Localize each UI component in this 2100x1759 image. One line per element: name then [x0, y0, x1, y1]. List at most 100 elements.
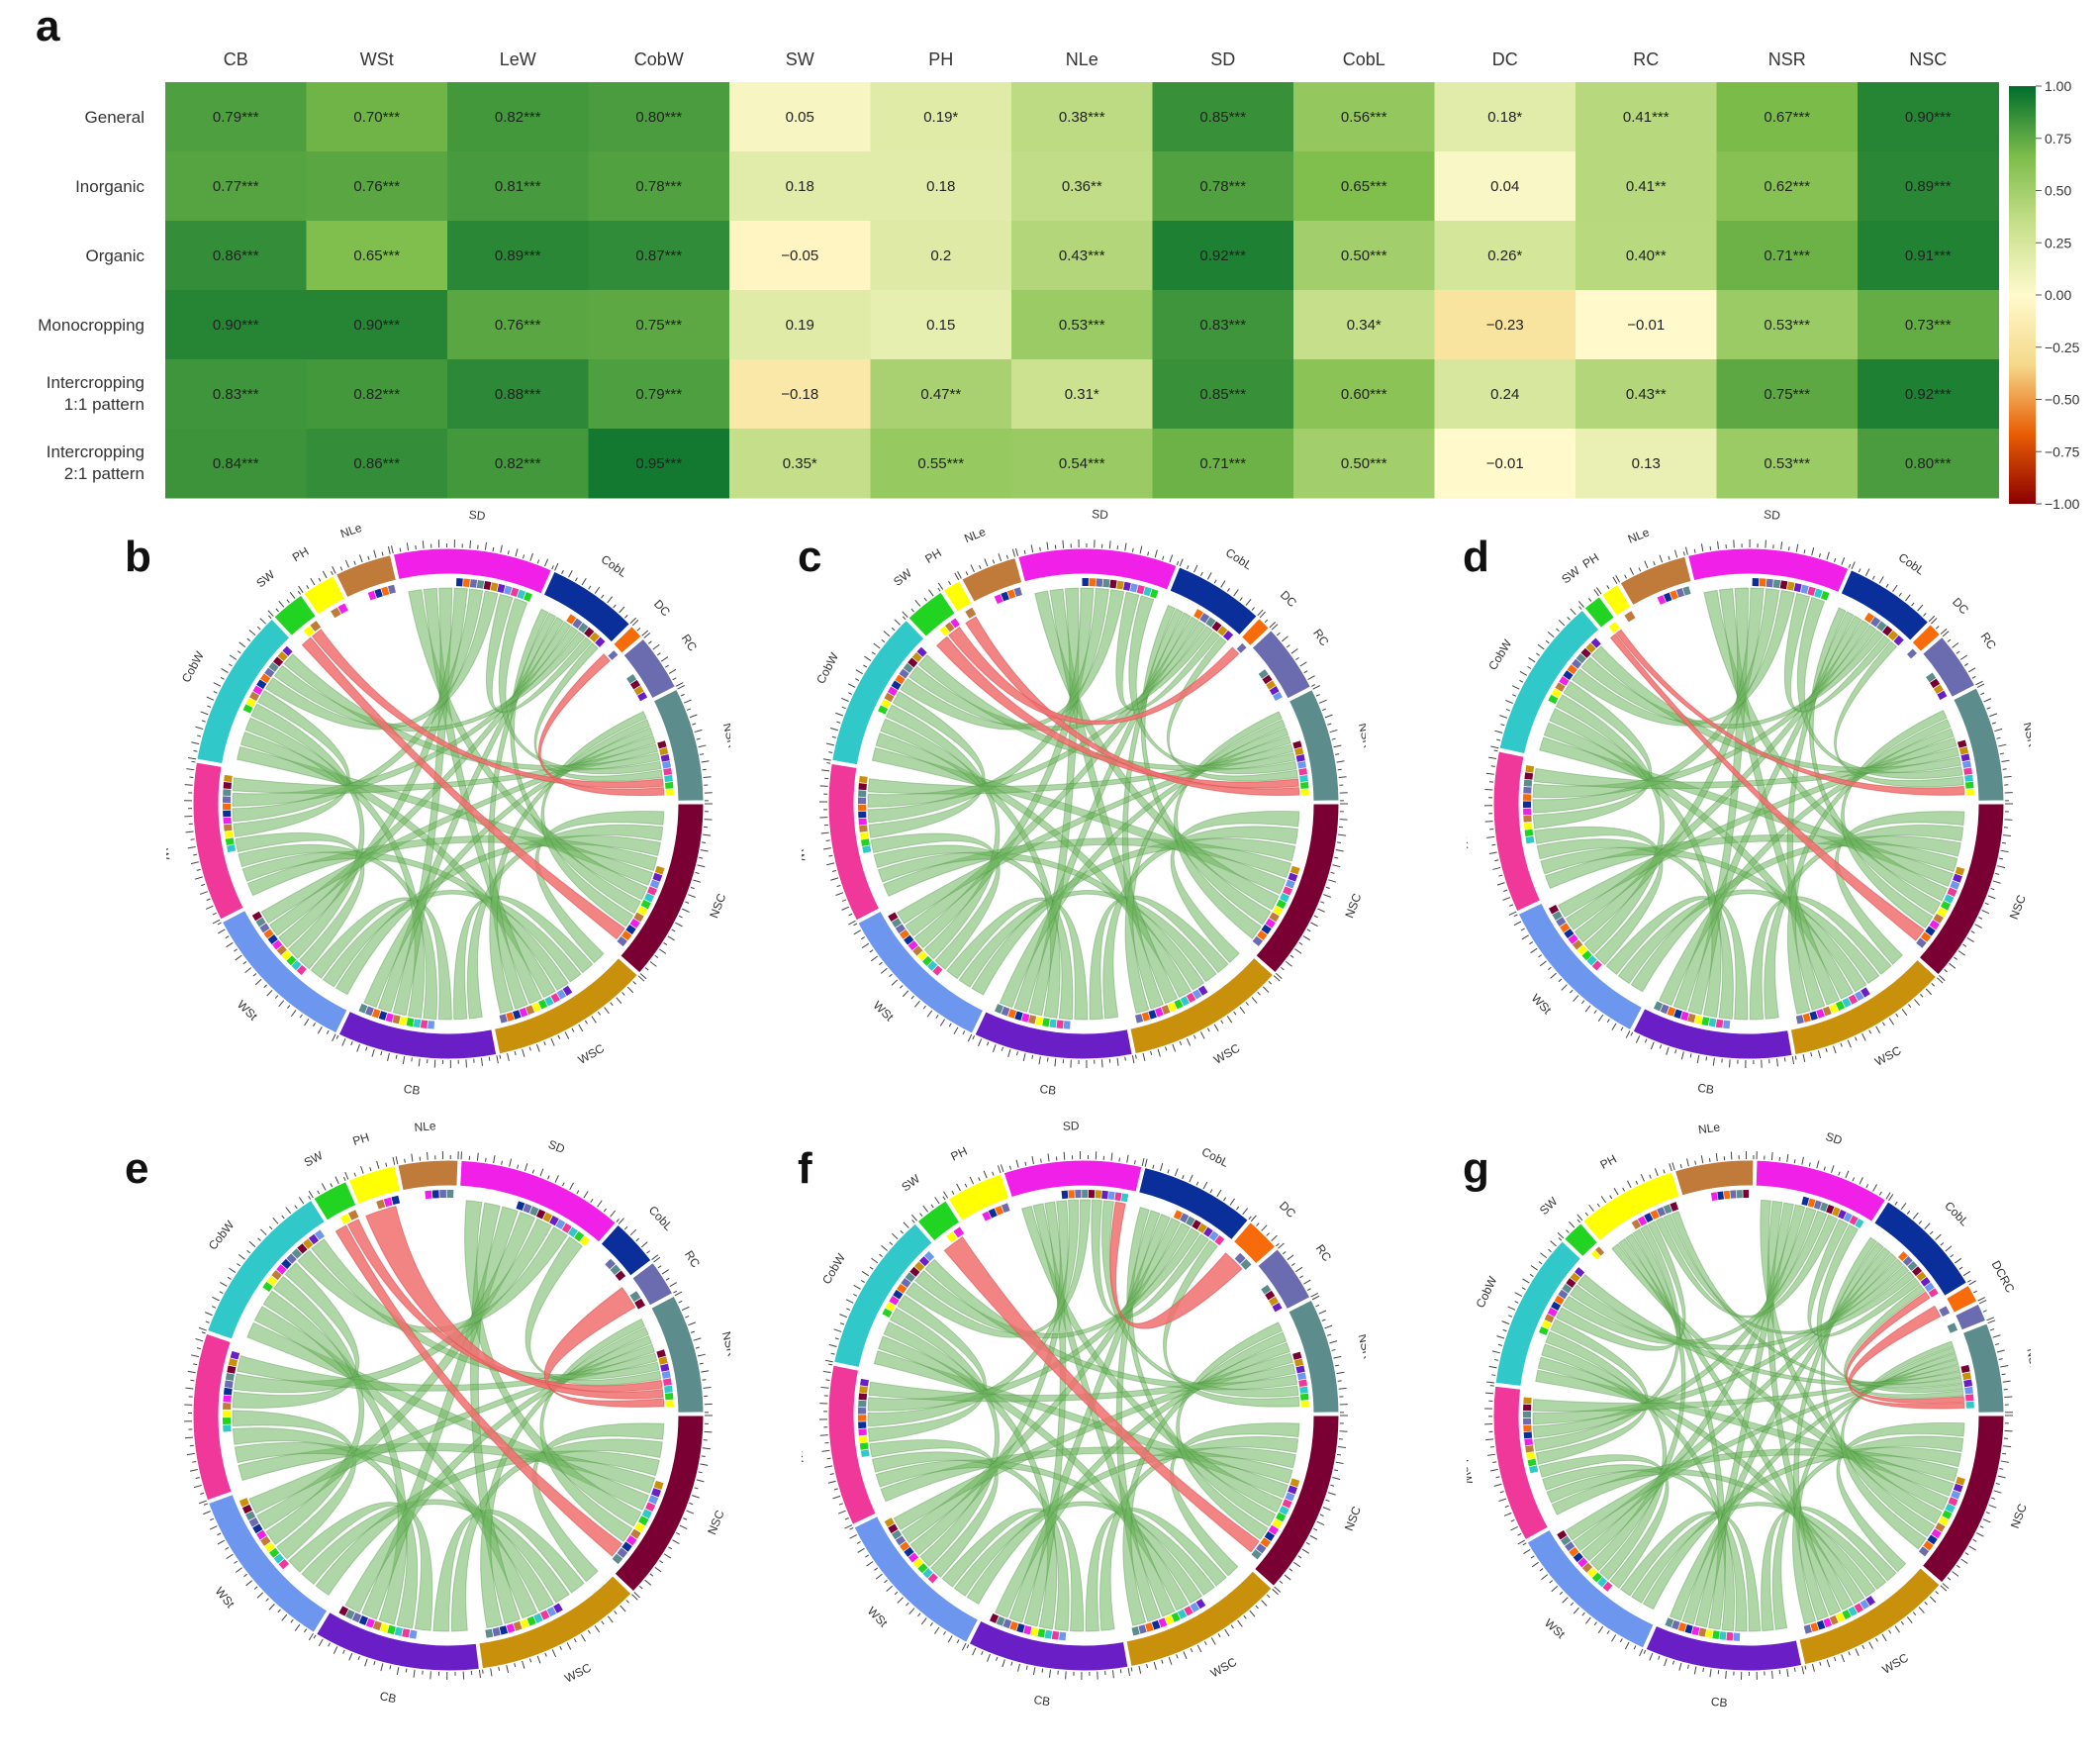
sector-tick — [844, 1517, 849, 1520]
inner-segment — [227, 1365, 237, 1374]
sector-tick — [476, 1152, 479, 1161]
sector-tick — [1593, 589, 1599, 597]
sector-tick — [835, 712, 843, 717]
sector-tick — [1190, 1648, 1193, 1653]
sector-tick — [1134, 1054, 1137, 1059]
inner-segment — [608, 650, 619, 660]
sector-tick — [308, 1632, 314, 1641]
inner-segment — [1826, 1204, 1835, 1215]
sector-tick — [923, 597, 927, 602]
sector-tick — [1032, 1667, 1036, 1676]
inner-segment — [1023, 1625, 1032, 1635]
sector-tick — [1011, 548, 1015, 557]
heatmap-cell — [1152, 290, 1294, 360]
inner-segment — [653, 1480, 664, 1491]
inner-segment — [1547, 1307, 1558, 1318]
inner-segment — [860, 838, 870, 846]
sector-tick — [1567, 617, 1571, 621]
inner-segment — [1013, 587, 1022, 597]
inner-segment — [629, 918, 640, 928]
sector-tick — [550, 1038, 555, 1046]
sector-tick — [274, 995, 279, 999]
sector-tick — [1611, 1023, 1617, 1030]
cell-value: 0.65*** — [1341, 178, 1387, 195]
inner-segment — [1292, 1351, 1302, 1360]
sector-tick — [1864, 568, 1870, 576]
sector-tick — [836, 884, 841, 888]
sector-tick — [184, 784, 193, 786]
sector-tick — [1940, 628, 1948, 635]
sector-arc — [1492, 750, 1542, 913]
inner-segment — [391, 1195, 401, 1206]
sector-tick — [581, 577, 587, 586]
sector-tick — [930, 1204, 934, 1209]
inner-segment — [245, 1511, 256, 1521]
sector-tick — [1968, 1280, 1976, 1286]
sector-tick — [500, 544, 503, 553]
inner-segment — [658, 1356, 668, 1365]
sector-tick — [929, 1622, 933, 1626]
sector-arc — [1563, 1222, 1599, 1258]
sector-tick — [1892, 584, 1898, 593]
sector-tick — [371, 1048, 375, 1057]
sector-tick — [1825, 1047, 1828, 1052]
inner-segment — [1677, 1621, 1687, 1632]
sector-tick — [1900, 1620, 1904, 1625]
sector-tick — [1663, 1169, 1666, 1174]
sector-tick — [640, 1241, 648, 1248]
sector-tick — [2002, 1452, 2007, 1455]
sector-tick — [1904, 594, 1911, 602]
sector-tick — [869, 1266, 874, 1270]
sector-label: WSt — [1529, 991, 1555, 1018]
sector-tick — [1301, 1548, 1310, 1554]
sector-tick — [841, 906, 850, 911]
heatmap-cell — [1434, 221, 1576, 291]
inner-segment — [260, 1535, 271, 1546]
inner-segment — [1907, 1261, 1918, 1271]
inner-segment — [524, 592, 532, 602]
sector-tick — [1486, 1453, 1496, 1456]
sector-tick — [653, 1256, 661, 1263]
inner-segment — [1960, 1364, 1970, 1374]
inner-segment — [492, 1627, 501, 1637]
sector-tick — [886, 1585, 893, 1593]
sector-tick — [1817, 1050, 1822, 1059]
inner-segment — [888, 1523, 899, 1534]
sector-tick — [1512, 694, 1517, 697]
sector-tick — [1488, 756, 1497, 760]
column-label: NSC — [1909, 49, 1947, 69]
inner-segment — [248, 1516, 259, 1527]
sector-label: CB — [379, 1689, 398, 1706]
sector-arc — [1955, 1303, 1987, 1331]
sector-tick — [1266, 1594, 1271, 1599]
inner-segment — [1016, 1623, 1025, 1633]
colorbar-tick-label: 1.00 — [2045, 78, 2071, 94]
inner-segment — [1035, 1016, 1043, 1026]
sector-tick — [1923, 613, 1927, 617]
inner-segment — [615, 1270, 626, 1281]
inner-segment — [1861, 987, 1870, 998]
cell-value: 0.41*** — [1623, 109, 1670, 126]
sector-tick — [1336, 841, 1342, 843]
inner-segment — [1082, 1190, 1089, 1199]
inner-segment — [1257, 929, 1268, 940]
positive-link — [870, 832, 1001, 970]
inner-segment — [1523, 801, 1532, 809]
inner-segment — [223, 1387, 233, 1396]
inner-segment — [1575, 653, 1586, 664]
inner-segment — [372, 1620, 382, 1631]
cell-value: 0.26* — [1487, 247, 1522, 264]
inner-segment — [462, 578, 470, 588]
sector-tick — [1576, 1219, 1580, 1223]
sector-arc — [1255, 803, 1340, 974]
inner-segment — [625, 925, 636, 935]
sector-arc — [857, 910, 985, 1034]
sector-tick — [193, 749, 198, 752]
sector-tick — [1885, 583, 1889, 588]
sector-tick — [1183, 1651, 1188, 1660]
sector-tick — [1659, 1044, 1663, 1049]
sector-label: NSR — [719, 1330, 730, 1358]
sector-tick — [618, 1218, 624, 1224]
inner-segment — [633, 912, 644, 923]
sector-tick — [1488, 851, 1497, 855]
